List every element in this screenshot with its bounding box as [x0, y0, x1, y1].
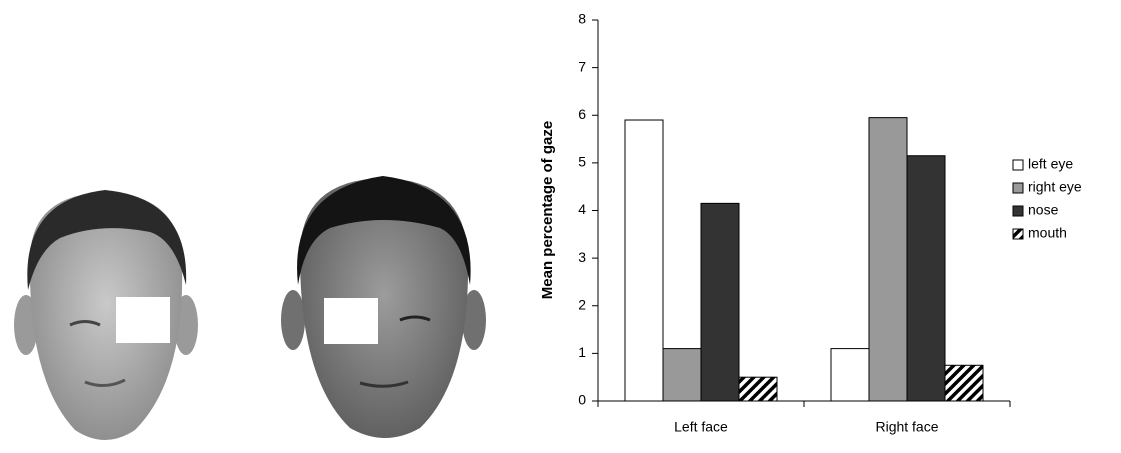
bar — [906, 155, 946, 402]
bar — [830, 348, 870, 402]
right-face-photo — [281, 176, 486, 438]
bar — [662, 348, 702, 402]
legend-swatch — [1012, 182, 1024, 194]
x-tick-label: Right face — [875, 419, 938, 435]
bar — [624, 119, 664, 402]
bar — [944, 364, 984, 402]
bar — [700, 202, 740, 402]
y-tick-label: 0 — [578, 392, 586, 408]
legend-label: left eye — [1028, 156, 1073, 172]
bar — [738, 376, 778, 402]
y-tick-label: 2 — [578, 296, 586, 312]
left-face-photo — [14, 190, 198, 440]
y-tick-label: 8 — [578, 11, 586, 27]
y-tick-label: 6 — [578, 106, 586, 122]
y-tick-label: 5 — [578, 154, 586, 170]
legend-label: mouth — [1028, 225, 1067, 241]
legend-label: right eye — [1028, 179, 1082, 195]
y-axis-label: Mean percentage of gaze — [539, 121, 556, 299]
y-tick-label: 7 — [578, 58, 586, 74]
legend-swatch — [1012, 228, 1024, 240]
x-tick-label: Left face — [674, 419, 728, 435]
y-tick-label: 3 — [578, 249, 586, 265]
y-tick-label: 1 — [578, 344, 586, 360]
legend-label: nose — [1028, 202, 1059, 218]
legend-swatch — [1012, 159, 1024, 171]
legend-swatch — [1012, 205, 1024, 217]
y-tick-label: 4 — [578, 201, 586, 217]
bar — [868, 117, 908, 402]
